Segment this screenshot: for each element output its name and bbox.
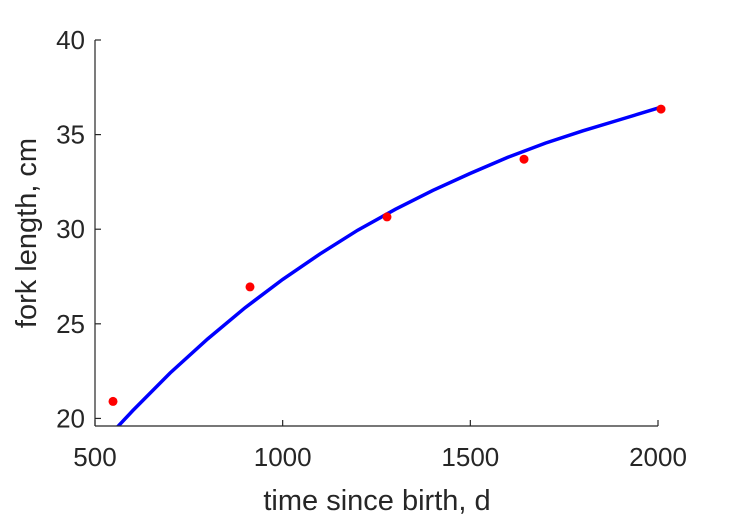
x-tick-label: 1500 — [441, 442, 499, 472]
y-tick-label: 30 — [56, 214, 85, 244]
data-point — [519, 154, 529, 164]
y-tick-label: 25 — [56, 309, 85, 339]
data-point — [656, 104, 666, 114]
fit-curve — [115, 105, 662, 426]
x-tick-label: 1000 — [254, 442, 312, 472]
y-tick-label: 40 — [56, 25, 85, 55]
y-axis-label: fork length, cm — [11, 138, 43, 328]
data-point — [108, 396, 118, 406]
x-tick-label: 2000 — [629, 442, 687, 472]
data-point — [245, 282, 255, 292]
x-tick-label: 500 — [73, 442, 116, 472]
y-tick-label: 20 — [56, 403, 85, 433]
x-axis-label: time since birth, d — [263, 485, 490, 517]
y-tick-label: 35 — [56, 120, 85, 150]
data-point — [382, 212, 392, 222]
